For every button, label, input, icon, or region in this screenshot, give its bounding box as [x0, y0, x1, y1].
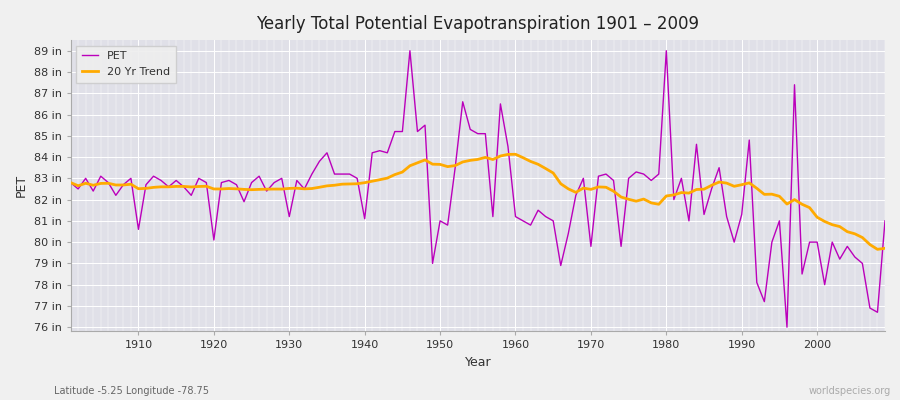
- Text: Latitude -5.25 Longitude -78.75: Latitude -5.25 Longitude -78.75: [54, 386, 209, 396]
- PET: [781, 325, 792, 330]
- PET: [125, 176, 136, 181]
- Line: 20 Yr Trend: 20 Yr Trend: [70, 154, 885, 249]
- Line: PET: PET: [70, 51, 885, 327]
- 20 Yr Trend: [337, 182, 347, 186]
- 20 Yr Trend: [518, 155, 528, 160]
- 20 Yr Trend: [872, 247, 883, 252]
- 20 Yr Trend: [608, 189, 619, 194]
- 20 Yr Trend: [510, 152, 521, 157]
- PET: [510, 214, 521, 219]
- PET: [65, 180, 76, 185]
- Text: worldspecies.org: worldspecies.org: [809, 386, 891, 396]
- X-axis label: Year: Year: [464, 356, 491, 369]
- 20 Yr Trend: [292, 186, 302, 191]
- Title: Yearly Total Potential Evapotranspiration 1901 – 2009: Yearly Total Potential Evapotranspiratio…: [256, 15, 699, 33]
- PET: [518, 218, 528, 223]
- PET: [404, 48, 415, 53]
- PET: [337, 172, 347, 176]
- 20 Yr Trend: [125, 182, 136, 187]
- 20 Yr Trend: [65, 180, 76, 185]
- PET: [292, 178, 302, 183]
- 20 Yr Trend: [502, 152, 513, 157]
- Y-axis label: PET: PET: [15, 174, 28, 197]
- Legend: PET, 20 Yr Trend: PET, 20 Yr Trend: [76, 46, 176, 82]
- PET: [879, 218, 890, 223]
- PET: [608, 178, 619, 183]
- 20 Yr Trend: [879, 246, 890, 251]
